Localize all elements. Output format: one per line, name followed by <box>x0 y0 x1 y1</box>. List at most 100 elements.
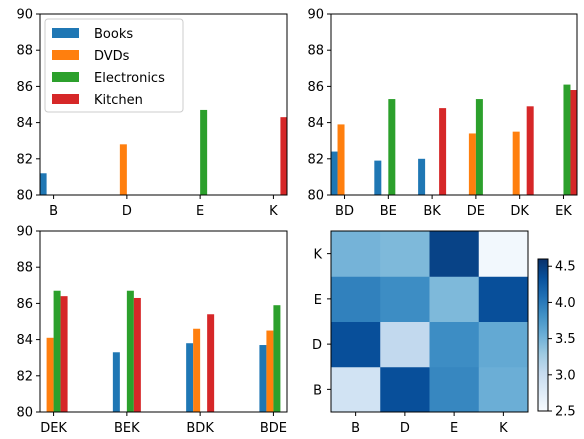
legend-label-electronics: Electronics <box>94 71 165 86</box>
bar-chart-domain-pairs: 80 82 84 86 88 90 BD BE BK DE DK EK <box>307 8 578 219</box>
bar-kitchen-k <box>280 117 288 195</box>
heatmap-cell-e-k <box>478 276 529 322</box>
heatmap-y-label-e: E <box>314 293 322 308</box>
heatmap-cell-k-b <box>331 231 381 277</box>
heatmap-cell-e-b <box>331 276 381 322</box>
legend-label-dvds: DVDs <box>94 49 130 64</box>
heatmap-cell-e-d <box>380 276 430 322</box>
heatmap-frame <box>330 230 529 413</box>
x-tick-label-dek: DEK <box>40 421 67 436</box>
heatmap-x-label-e: E <box>450 421 458 436</box>
heatmap-x-label-d: D <box>400 421 410 436</box>
bar-dvds-bdk <box>193 328 201 412</box>
bar-chart-single-domain: 80 82 84 86 88 90 B D E K Books DVDs Electronics Kitc… <box>16 8 288 219</box>
x-tick-label-bde: BDE <box>260 421 287 436</box>
bar-kitchen-bek <box>133 297 141 412</box>
legend: Books DVDs Electronics Kitchen <box>44 18 184 113</box>
bar-books-bdk <box>186 343 194 412</box>
y-tick-label: 82 <box>16 152 33 167</box>
y-tick-label: 90 <box>16 8 33 23</box>
heatmap-cell-d-e <box>429 321 480 368</box>
bar-books-bd <box>330 151 338 195</box>
bar-kitchen-bk <box>439 108 447 195</box>
y-tick-label: 80 <box>16 406 33 421</box>
bar-books-bk <box>418 158 426 195</box>
colorbar-tick-label: 3.5 <box>555 332 576 347</box>
heatmap-cell-b-b <box>331 366 381 413</box>
heatmap-x-label-b: B <box>351 421 360 436</box>
bar-chart-domain-triples: 80 82 84 86 88 90 DEK BEK BDK BDE <box>16 225 288 436</box>
heatmap-y-label-k: K <box>313 248 322 263</box>
y-tick-label: 80 <box>16 189 33 204</box>
colorbar-tick-label: 2.5 <box>555 405 576 420</box>
y-tick-label: 84 <box>307 116 324 131</box>
heatmap-cell-k-k <box>478 231 529 277</box>
heatmap-cell-k-e <box>429 231 480 277</box>
legend-label-books: Books <box>94 27 133 42</box>
bar-books-be <box>374 160 382 195</box>
bar-electronics-ek <box>563 84 571 195</box>
y-tick-label: 86 <box>16 297 33 312</box>
y-tick-label: 86 <box>307 80 324 95</box>
y-tick-label: 90 <box>307 8 324 23</box>
heatmap-y-label-b: B <box>313 383 322 398</box>
bar-electronics-bek <box>126 290 134 412</box>
legend-swatch-dvds <box>52 50 79 60</box>
colorbar-tick-label: 3.0 <box>555 368 576 383</box>
heatmap-x-label-k: K <box>499 421 508 436</box>
bar-electronics-bde <box>273 305 281 412</box>
bar-dvds-dk <box>512 131 520 195</box>
legend-swatch-kitchen <box>52 94 79 104</box>
x-tick-label-bek: BEK <box>114 421 140 436</box>
axes-frame <box>39 230 288 413</box>
legend-swatch-books <box>52 28 79 38</box>
y-tick-label: 84 <box>16 116 33 131</box>
x-tick-label-bk: BK <box>423 204 441 219</box>
colorbar-tick-label: 4.5 <box>555 260 576 275</box>
heatmap: B D E K B D E K 2.5 3.0 3.5 4.0 4.5 <box>312 230 576 436</box>
x-tick-label-be: BE <box>380 204 397 219</box>
heatmap-cell-b-e <box>429 366 480 413</box>
heatmap-y-label-d: D <box>312 338 322 353</box>
heatmap-cell-d-b <box>331 321 381 368</box>
bar-dvds-d <box>119 144 127 195</box>
bar-kitchen-bdk <box>207 314 215 412</box>
colorbar <box>537 258 549 412</box>
x-tick-label-b: B <box>49 204 58 219</box>
y-tick-label: 86 <box>16 80 33 95</box>
heatmap-cell-b-d <box>380 366 430 413</box>
y-tick-label: 90 <box>16 225 33 240</box>
axes-frame <box>330 13 578 196</box>
axes-frame <box>39 13 288 196</box>
legend-swatch-electronics <box>52 72 79 82</box>
x-tick-label-d: D <box>122 204 132 219</box>
y-tick-label: 84 <box>16 333 33 348</box>
bar-kitchen-dk <box>526 106 534 195</box>
y-tick-label: 88 <box>16 44 33 59</box>
heatmap-cell-k-d <box>380 231 430 277</box>
x-tick-label-de: DE <box>467 204 485 219</box>
x-tick-label-dk: DK <box>510 204 529 219</box>
bar-electronics-be <box>388 99 396 195</box>
y-tick-label: 88 <box>16 261 33 276</box>
bar-electronics-e <box>200 109 208 195</box>
heatmap-cell-d-d <box>380 321 430 368</box>
bar-dvds-bde <box>266 330 274 412</box>
x-tick-label-bd: BD <box>335 204 354 219</box>
heatmap-cell-b-k <box>478 366 529 413</box>
colorbar-tick-label: 4.0 <box>555 296 576 311</box>
bar-books-bde <box>259 345 267 412</box>
heatmap-cell-e-e <box>429 276 480 322</box>
x-tick-label-bdk: BDK <box>186 421 214 436</box>
x-tick-label-e: E <box>196 204 204 219</box>
y-tick-label: 82 <box>307 152 324 167</box>
legend-box <box>44 18 184 113</box>
bar-dvds-dek <box>46 337 54 412</box>
bar-books-bek <box>112 352 120 412</box>
bar-electronics-dek <box>53 290 61 412</box>
bar-electronics-de <box>475 99 483 195</box>
y-tick-label: 80 <box>307 189 324 204</box>
bar-dvds-bd <box>337 124 345 195</box>
y-tick-label: 88 <box>307 44 324 59</box>
